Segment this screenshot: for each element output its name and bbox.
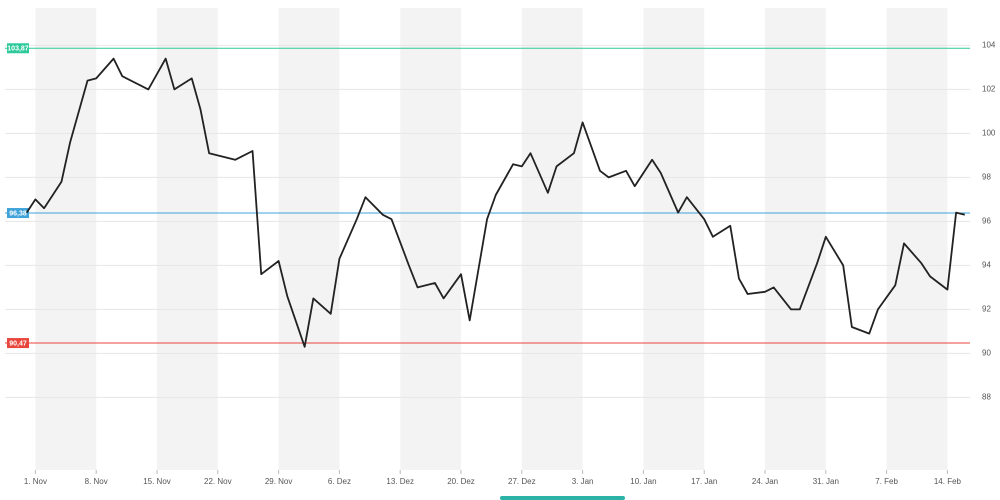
- week-band: [35, 8, 97, 470]
- y-tick-label: 88: [982, 393, 991, 402]
- x-tick-label: 1. Nov: [24, 477, 47, 486]
- y-tick-label: 90: [982, 349, 991, 358]
- x-tick-label: 10. Jan: [630, 477, 656, 486]
- reference-label: 96,38: [9, 210, 27, 217]
- x-tick-label: 3. Jan: [572, 477, 594, 486]
- x-tick-label: 24. Jan: [752, 477, 778, 486]
- x-tick-label: 29. Nov: [265, 477, 293, 486]
- reference-label: 90,47: [9, 340, 27, 347]
- x-tick-label: 20. Dez: [447, 477, 475, 486]
- week-band: [521, 8, 583, 470]
- week-band: [643, 8, 705, 470]
- y-tick-label: 96: [982, 217, 991, 226]
- y-tick-label: 100: [982, 129, 996, 138]
- y-tick-label: 92: [982, 305, 991, 314]
- reference-label: 103,87: [7, 46, 29, 53]
- reference-label-box: [7, 338, 29, 349]
- reference-label-box: [7, 43, 29, 54]
- x-tick-label: 17. Jan: [691, 477, 717, 486]
- x-tick-label: 15. Nov: [143, 477, 171, 486]
- scrollbar[interactable]: [500, 496, 625, 500]
- reference-label-box: [7, 208, 29, 219]
- week-band: [157, 8, 218, 470]
- x-tick-label: 6. Dez: [328, 477, 351, 486]
- week-band: [400, 8, 462, 470]
- x-tick-label: 7. Feb: [875, 477, 898, 486]
- x-tick-label: 8. Nov: [85, 477, 108, 486]
- x-tick-label: 22. Nov: [204, 477, 232, 486]
- week-band: [886, 8, 948, 470]
- x-tick-label: 31. Jan: [813, 477, 839, 486]
- x-tick-label: 14. Feb: [934, 477, 962, 486]
- price-line: [25, 57, 966, 348]
- x-tick-label: 13. Dez: [386, 477, 414, 486]
- y-tick-label: 98: [982, 173, 991, 182]
- week-band: [278, 8, 340, 470]
- x-tick-label: 27. Dez: [508, 477, 536, 486]
- week-band: [765, 8, 826, 470]
- y-tick-label: 104: [982, 41, 996, 50]
- y-tick-label: 94: [982, 261, 991, 270]
- y-tick-label: 102: [982, 85, 996, 94]
